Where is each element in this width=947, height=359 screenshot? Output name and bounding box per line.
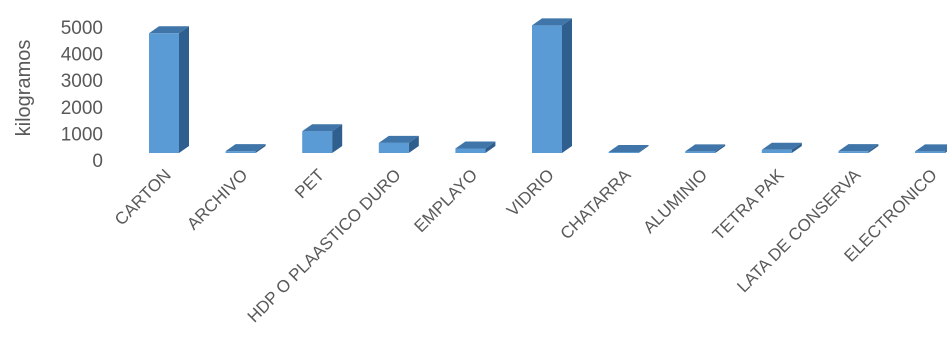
bar-side-face: [485, 141, 496, 153]
y-tick-label: 4000: [61, 45, 103, 66]
x-tick-label: LATA DE CONSERVA: [733, 165, 864, 296]
y-tick-label: 2000: [61, 98, 103, 119]
bar-top-face: [302, 124, 343, 132]
bar: [761, 142, 802, 153]
bar-front-face: [685, 151, 716, 153]
bars: [149, 18, 947, 153]
bar-front-face: [532, 25, 562, 153]
bar-top-face: [532, 18, 572, 26]
bar-front-face: [838, 151, 869, 153]
y-tick-label: 0: [92, 151, 103, 172]
bar: [838, 144, 879, 153]
bar-side-face: [562, 18, 572, 153]
bar: [149, 26, 189, 153]
bar: [532, 18, 572, 153]
bar-side-face: [179, 26, 189, 153]
y-tick-label: 1000: [61, 124, 103, 145]
x-tick-label: ALUMINIO: [639, 165, 711, 237]
bar-front-face: [455, 148, 486, 153]
x-tick-label: ARCHIVO: [183, 165, 251, 233]
bar-side-face: [868, 144, 879, 153]
bar: [455, 141, 496, 153]
bar-top-face: [455, 141, 496, 149]
bar-front-face: [761, 149, 792, 153]
x-tick-label: CARTON: [111, 165, 175, 229]
x-tick-label: HDP O PLAASTICO DURO: [244, 165, 405, 326]
bar-front-face: [608, 152, 639, 153]
bar-side-face: [332, 124, 343, 153]
bar-front-face: [225, 151, 256, 153]
bar-side-face: [408, 135, 419, 153]
x-tick-label: PET: [291, 165, 328, 202]
bar-side-face: [638, 145, 649, 153]
y-tick-label: 5000: [61, 18, 103, 39]
bar-front-face: [915, 151, 945, 153]
bar-front-face: [149, 33, 179, 153]
bar-top-face: [608, 145, 649, 152]
bar-top-face: [915, 144, 947, 152]
x-tick-label: VIDRIO: [503, 165, 558, 220]
bar-front-face: [378, 142, 409, 153]
bar-front-face: [302, 131, 333, 153]
bar-top-face: [838, 144, 879, 152]
bar-side-face: [255, 144, 266, 153]
bar: [302, 124, 343, 153]
x-tick-label: CHATARRA: [557, 165, 635, 243]
bar-top-face: [225, 144, 266, 152]
bar: [685, 144, 726, 153]
y-axis-title: kilogramos: [13, 40, 35, 137]
bar: [915, 144, 947, 153]
y-axis-ticks: 0 1000 2000 3000 4000 5000: [61, 18, 103, 172]
bar-top-face: [685, 144, 726, 152]
bar-top-face: [761, 142, 802, 150]
bar-top-face: [378, 135, 419, 143]
bar-side-face: [715, 144, 726, 153]
x-tick-label: EMPLAYO: [411, 165, 482, 236]
bar: [225, 144, 266, 153]
y-tick-label: 3000: [61, 71, 103, 92]
bar: [608, 145, 649, 153]
x-tick-label: TETRA PAK: [709, 165, 788, 244]
bar: [378, 135, 419, 153]
bar-top-face: [149, 26, 189, 34]
bar-side-face: [791, 142, 802, 153]
